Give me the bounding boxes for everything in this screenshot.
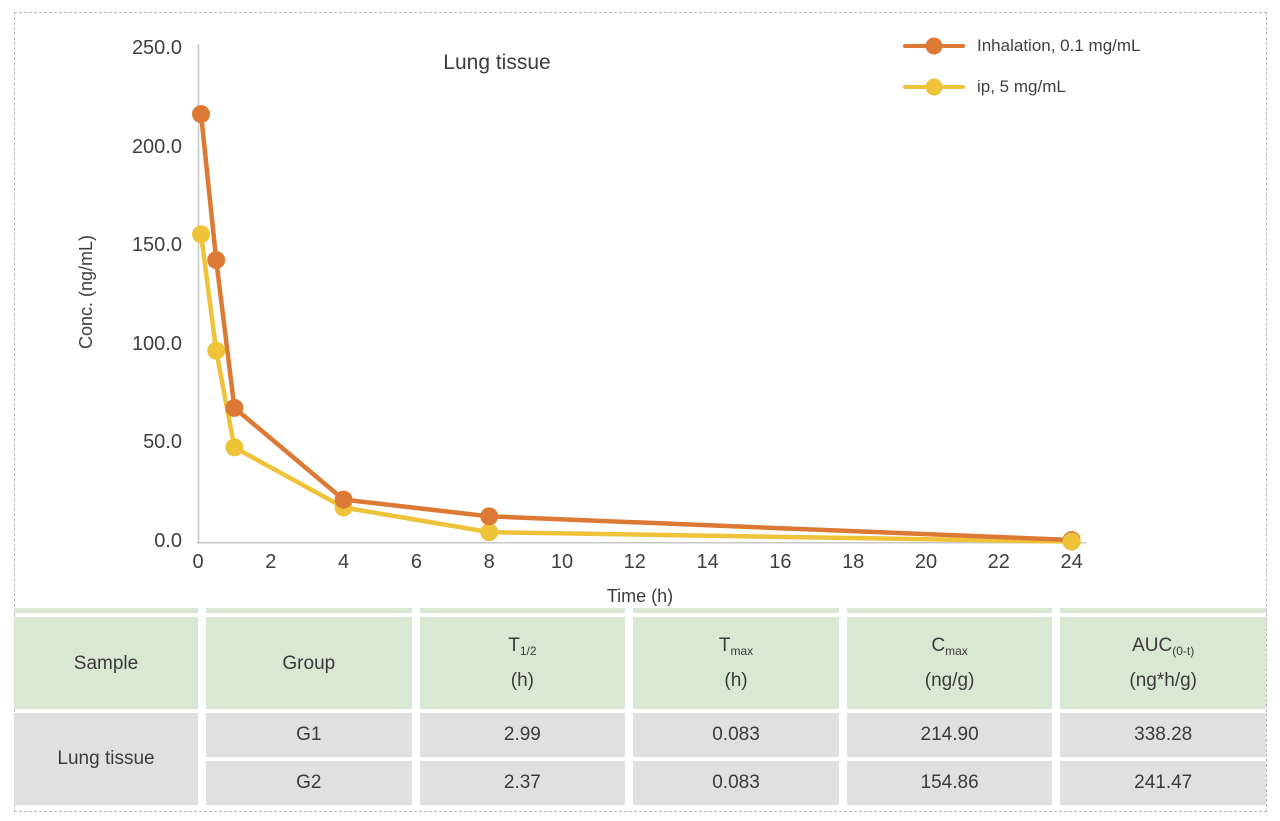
table-top-strip-t-half	[419, 608, 626, 613]
data-point	[207, 251, 226, 270]
pk-parameters-table: Sample Group T1/2 (h) Tmax (h) Cmax (ng/g) AUC(0…	[14, 608, 1266, 805]
header-cell-group: Group	[206, 617, 412, 709]
data-point	[225, 398, 244, 417]
data-point	[192, 225, 211, 244]
legend-item-0: Inhalation, 0.1 mg/mL	[903, 32, 1140, 59]
legend-label: Inhalation, 0.1 mg/mL	[977, 35, 1141, 55]
table-top-strip-sample	[14, 608, 198, 613]
x-tick-label: 18	[842, 551, 865, 573]
header-cell-t-max: Tmax (h)	[633, 617, 839, 709]
table-top-strip-c-max	[846, 608, 1053, 613]
y-axis-label: Conc. (ng/mL)	[76, 234, 96, 350]
header-cell-auc: AUC(0-t) (ng*h/g)	[1060, 617, 1266, 709]
legend-item-1: ip, 5 mg/mL	[903, 73, 1140, 100]
header-cell-c-max: Cmax (ng/g)	[846, 617, 1053, 709]
y-tick-label: 50.0	[143, 431, 182, 454]
cell-g1-c-max: 214.90	[846, 713, 1053, 757]
x-tick-label: 16	[769, 551, 792, 573]
y-tick-label: 150.0	[131, 234, 182, 257]
cell-g2-auc: 241.47	[1060, 761, 1266, 805]
legend-dot-icon	[925, 37, 943, 54]
legend-marker-icon	[903, 37, 965, 54]
y-tick-label: 250.0	[131, 37, 182, 59]
x-tick-label: 4	[338, 551, 350, 573]
x-tick-label: 6	[410, 551, 422, 573]
x-axis-label: Time (h)	[606, 586, 674, 606]
x-tick-label: 0	[192, 551, 204, 573]
data-point	[1062, 532, 1081, 551]
x-tick-label: 8	[483, 551, 495, 573]
x-tick-label: 20	[914, 551, 938, 573]
series-line-0	[198, 113, 1072, 543]
data-point	[192, 105, 211, 124]
cell-g1-auc: 338.28	[1060, 713, 1266, 757]
legend-dot-icon	[925, 78, 943, 95]
x-tick-label: 10	[550, 551, 574, 573]
table-top-strip-group	[206, 608, 412, 613]
cell-sample: Lung tissue	[14, 713, 198, 805]
data-point	[334, 490, 353, 509]
header-cell-t-half: T1/2 (h)	[419, 617, 626, 709]
y-tick-label: 0.0	[154, 530, 182, 552]
table-top-strip-t-max	[633, 608, 839, 613]
cell-group-g2: G2	[206, 761, 412, 805]
data-point	[480, 523, 499, 542]
data-point	[480, 507, 499, 526]
x-tick-label: 24	[1060, 551, 1083, 573]
chart-legend: Inhalation, 0.1 mg/mL ip, 5 mg/mL	[903, 32, 1140, 100]
x-tick-label: 12	[623, 551, 646, 573]
legend-label: ip, 5 mg/mL	[977, 76, 1066, 96]
cell-g2-c-max: 154.86	[846, 761, 1053, 805]
x-tick-label: 14	[696, 551, 719, 573]
y-tick-label: 200.0	[131, 135, 182, 158]
chart-title: Lung tissue	[443, 51, 551, 74]
cell-g2-t-max: 0.083	[633, 761, 839, 805]
data-point	[225, 438, 244, 457]
cell-group-g1: G1	[206, 713, 412, 757]
series-line-1	[198, 234, 1072, 544]
cell-g2-t-half: 2.37	[419, 761, 626, 805]
data-point	[207, 341, 226, 360]
concentration-time-chart	[192, 44, 1086, 551]
table-top-strip-auc	[1060, 608, 1266, 613]
y-tick-label: 100.0	[131, 332, 182, 355]
x-tick-label: 22	[987, 551, 1010, 573]
header-cell-sample: Sample	[14, 617, 198, 709]
legend-marker-icon	[903, 78, 965, 95]
x-tick-label: 2	[265, 551, 277, 573]
cell-g1-t-max: 0.083	[633, 713, 839, 757]
cell-g1-t-half: 2.99	[419, 713, 626, 757]
